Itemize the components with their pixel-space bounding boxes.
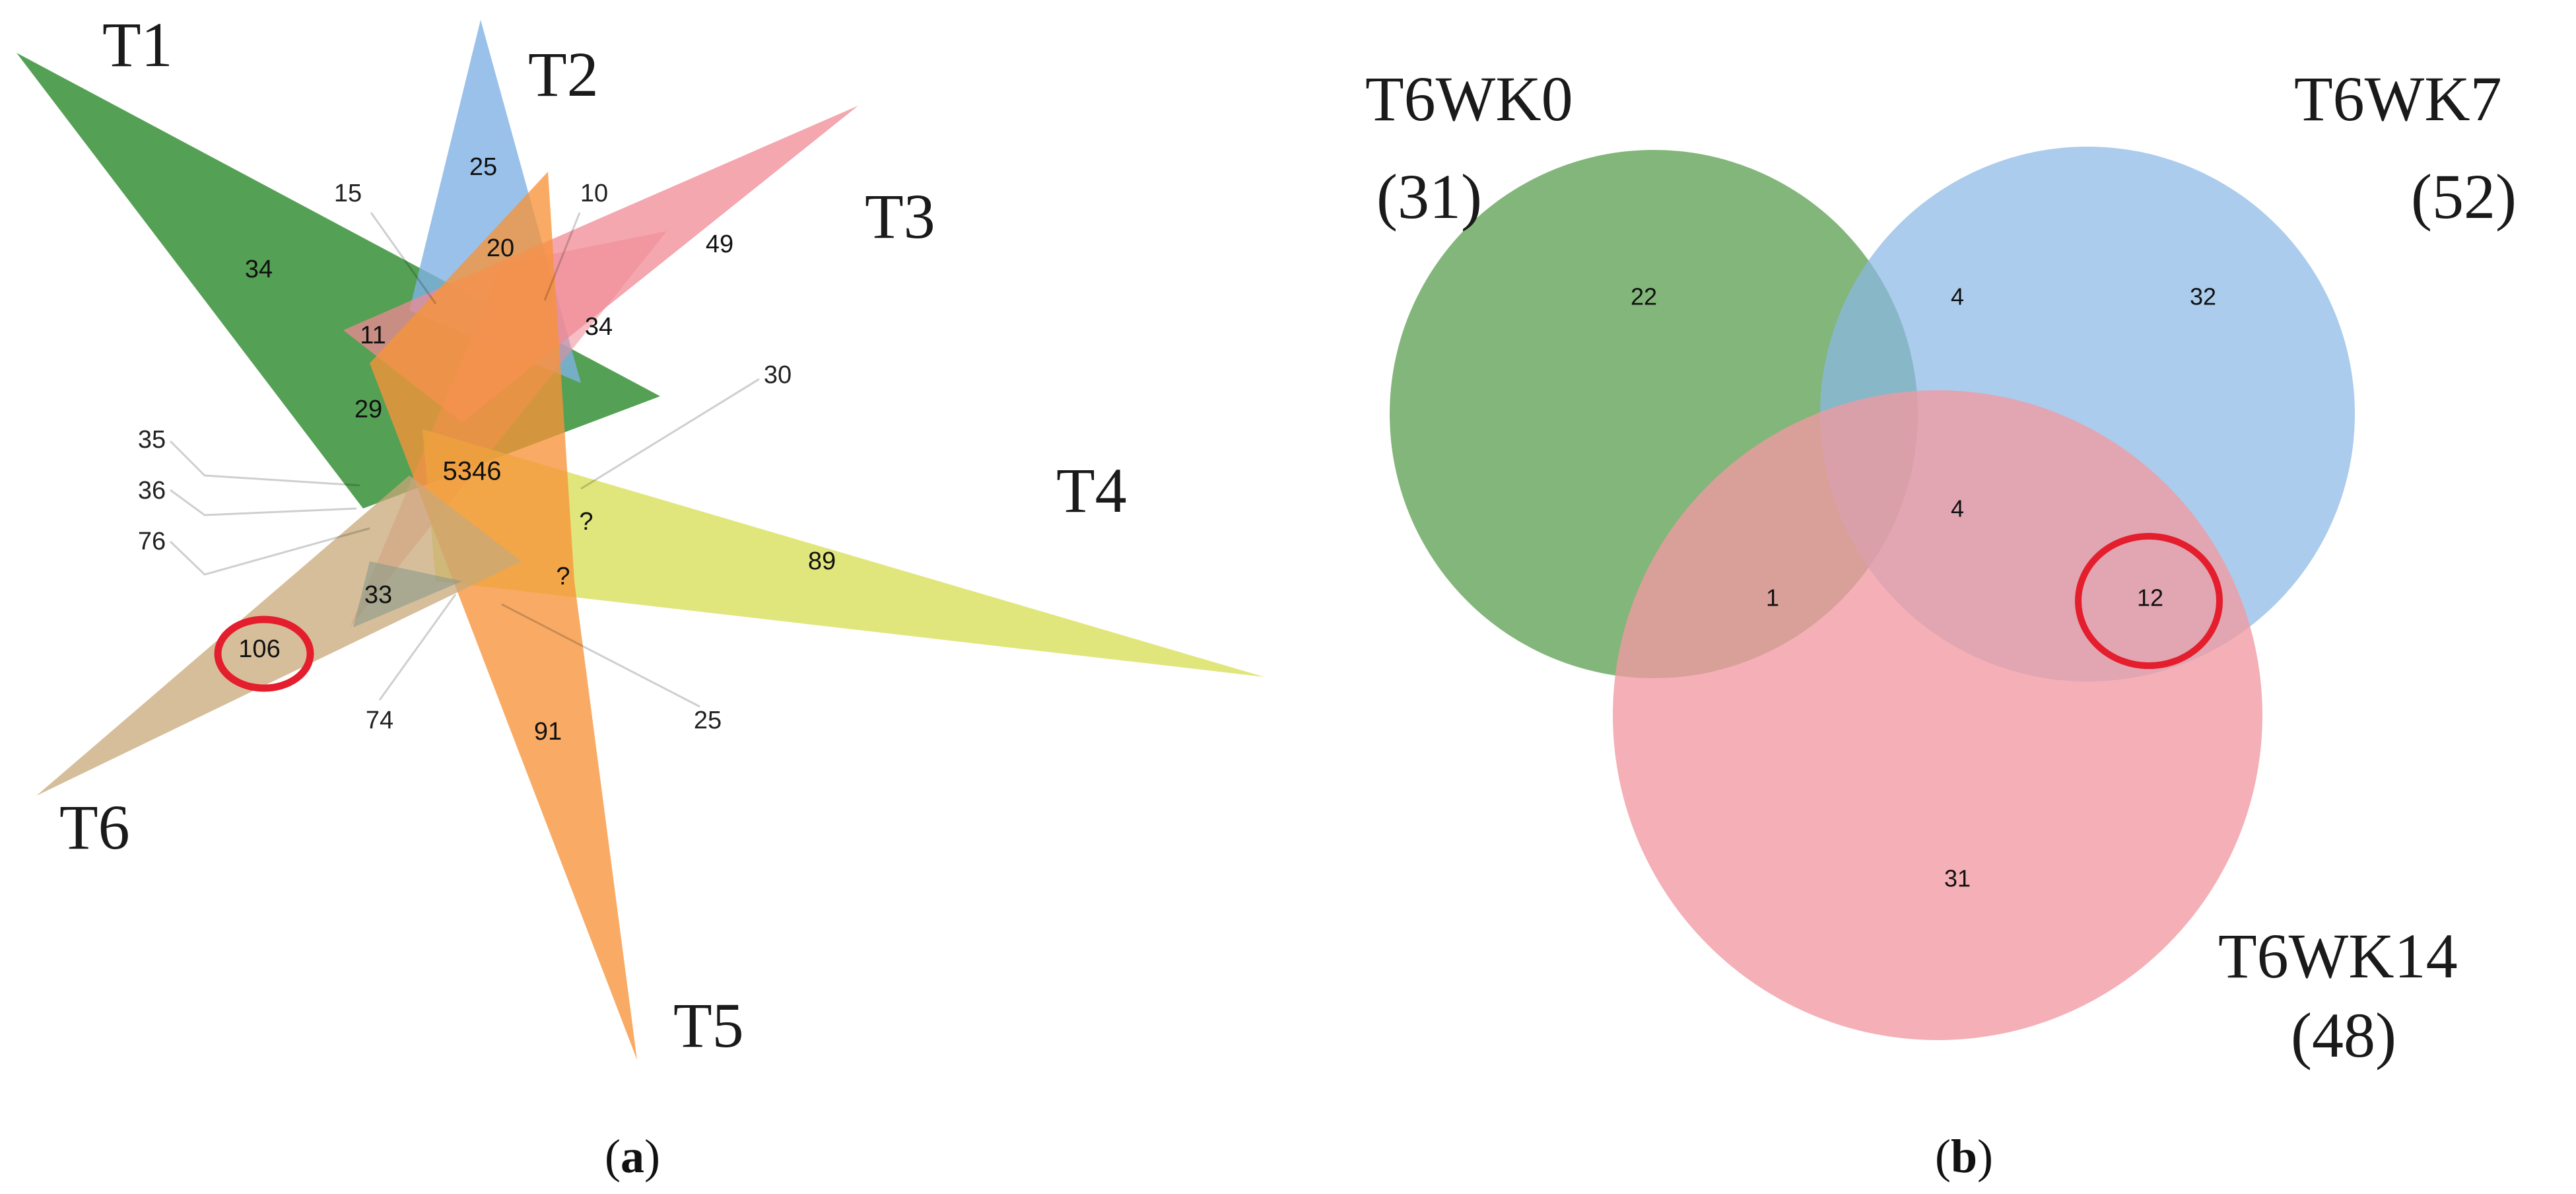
- leader-74: [378, 594, 457, 701]
- count-region-unknown-1: ?: [579, 508, 593, 536]
- count-t2-only: 25: [469, 153, 497, 181]
- panel-b: T6WK0 (31) T6WK7 (52) T6WK14 (48) 22 32 …: [1365, 63, 2517, 1183]
- count-wk7-only: 32: [2190, 283, 2216, 310]
- set-total-wk7: (52): [2411, 161, 2517, 232]
- callout-35: 35: [138, 426, 166, 454]
- callout-15: 15: [334, 180, 362, 207]
- highlight-ring-106: [214, 615, 314, 692]
- set-label-t1: T1: [102, 9, 173, 80]
- leader-35: [169, 440, 360, 487]
- set-label-wk7: T6WK7: [2294, 63, 2502, 134]
- leader-36: [170, 489, 357, 516]
- count-wk0-wk7: 4: [1951, 283, 1964, 310]
- count-wk0-wk14: 1: [1766, 584, 1779, 612]
- set-shapes-a: [17, 20, 1264, 1060]
- panel-a: T1 T2 T3 T4 T5 T6 34 25 49 89 91 106 20 …: [17, 9, 1264, 1183]
- count-region-20: 20: [487, 234, 514, 262]
- set-total-wk0: (31): [1376, 161, 1482, 232]
- count-region-unknown-2: ?: [556, 563, 570, 590]
- set-label-t4: T4: [1056, 455, 1127, 526]
- highlight-ring-12: [2075, 533, 2223, 669]
- leader-76: [169, 527, 370, 576]
- count-region-11: 11: [360, 322, 386, 349]
- count-wk14-only: 31: [1944, 865, 1971, 892]
- set-t5-shape: [370, 172, 637, 1060]
- set-wk14-circle: [1613, 390, 2262, 1040]
- count-t3-only: 49: [706, 230, 733, 258]
- set-label-t5: T5: [673, 990, 744, 1061]
- count-wk7-wk14: 12: [2137, 584, 2163, 612]
- region-33-shape: [353, 561, 462, 627]
- callout-76: 76: [138, 528, 166, 555]
- count-core: 5346: [443, 457, 502, 486]
- callout-25: 25: [694, 707, 722, 734]
- set-label-t6: T6: [59, 792, 130, 862]
- panel-a-caption: (a): [605, 1130, 660, 1183]
- count-all-three: 4: [1951, 495, 1964, 522]
- panel-b-caption: (b): [1935, 1130, 1993, 1183]
- leader-30: [580, 378, 760, 490]
- set-label-t3: T3: [865, 181, 935, 252]
- count-t6-only: 106: [238, 635, 280, 663]
- count-t1-only: 34: [245, 256, 273, 283]
- set-label-wk0: T6WK0: [1365, 63, 1573, 134]
- count-region-29: 29: [355, 396, 382, 423]
- set-t6-shape: [36, 475, 522, 796]
- count-region-33: 33: [364, 581, 392, 609]
- callout-36: 36: [138, 477, 166, 505]
- count-t5-only: 91: [534, 718, 562, 746]
- count-region-34: 34: [585, 313, 613, 341]
- set-label-t2: T2: [528, 39, 599, 110]
- count-wk0-only: 22: [1631, 283, 1657, 310]
- callout-30: 30: [764, 361, 792, 389]
- callout-10: 10: [580, 180, 608, 207]
- callout-74: 74: [366, 707, 393, 734]
- set-t4-shape: [423, 429, 1264, 677]
- count-t4-only: 89: [808, 547, 836, 575]
- set-label-wk14: T6WK14: [2218, 921, 2458, 991]
- set-total-wk14: (48): [2291, 1000, 2396, 1071]
